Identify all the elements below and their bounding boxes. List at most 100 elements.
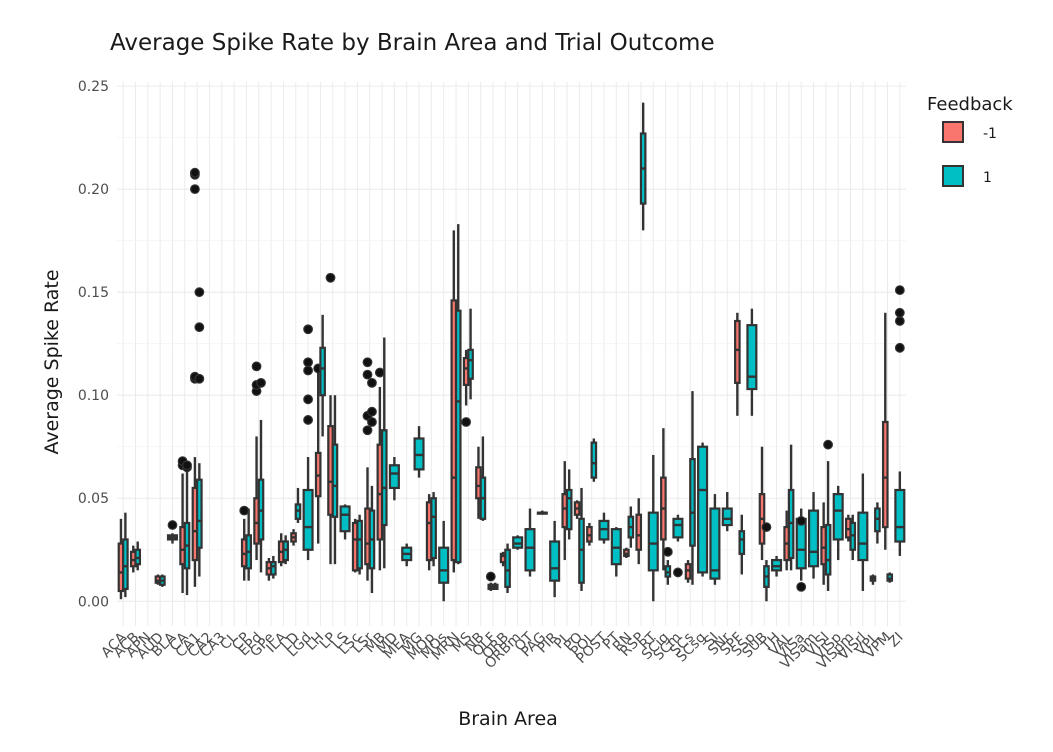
box-body [565, 488, 573, 531]
y-tick-label: 0.15 [78, 285, 109, 301]
box-body [270, 561, 277, 576]
outlier-point [367, 417, 377, 427]
box-body [832, 493, 844, 541]
box-RSP-feedback1 [639, 102, 647, 231]
outlier-point [190, 167, 200, 178]
box-OLF-feedback1 [491, 582, 499, 591]
box-VPL-feedback1 [874, 502, 881, 544]
box-VAL-feedback1 [787, 444, 795, 571]
box-body [746, 324, 758, 391]
box-MB-feedback1 [380, 337, 388, 569]
box-OT-feedback1 [524, 508, 536, 577]
outlier-point [194, 322, 205, 333]
box-TH-feedback1 [771, 555, 783, 577]
outlier-point [251, 361, 262, 372]
box-MRN-feedback1 [454, 224, 462, 565]
box-PO-feedback-1 [573, 500, 581, 519]
outlier-point [894, 316, 905, 326]
box-VISam-feedback1 [808, 492, 820, 579]
box-RSP-feedback-1 [635, 498, 643, 565]
box-body [302, 488, 314, 551]
box-LP-feedback1 [331, 395, 339, 565]
box-ILA-feedback1 [282, 535, 289, 565]
box-body [824, 523, 832, 576]
outlier-point [303, 415, 313, 425]
box-body [549, 540, 561, 582]
box-ORB-feedback1 [504, 543, 511, 594]
outlier-point [194, 287, 205, 298]
box-body [808, 509, 820, 568]
box-body [672, 517, 684, 539]
box-CP-feedback-1 [239, 505, 250, 581]
box-body [857, 511, 869, 562]
y-tick-label: 0.20 [78, 182, 109, 198]
box-MS-feedback1 [467, 308, 474, 400]
box-SI-feedback1 [709, 494, 721, 585]
box-MOp-feedback1 [430, 492, 437, 567]
box-body [524, 528, 536, 572]
box-LSr-feedback1 [367, 377, 377, 594]
outlier-point [796, 581, 807, 592]
box-NB-feedback1 [479, 436, 487, 521]
legend: Feedback -1 1 [927, 94, 1013, 187]
y-tick-label: 0.10 [78, 388, 109, 404]
outlier-point [194, 373, 205, 384]
y-tick-label: 0.00 [78, 594, 109, 610]
box-RN-feedback1 [627, 506, 635, 548]
outlier-point [239, 505, 250, 516]
box-LS-feedback1 [339, 504, 351, 540]
box-body [738, 530, 746, 555]
box-SCig-feedback-1 [660, 428, 667, 571]
box-SSp-feedback1 [746, 308, 758, 416]
box-body [467, 348, 474, 380]
box-LP-feedback-1 [325, 272, 336, 565]
box-MOs-feedback1 [438, 520, 450, 602]
box-SCm-feedback1 [672, 514, 684, 578]
outlier-point [362, 369, 373, 380]
box-body [388, 464, 400, 490]
outlier-point [303, 394, 313, 405]
box-body [356, 519, 363, 570]
outlier-point [894, 307, 905, 318]
box-SCig-feedback1 [662, 546, 673, 585]
box-MD-feedback1 [388, 457, 400, 501]
outlier-point [823, 439, 833, 450]
chart-title: Average Spike Rate by Brain Area and Tri… [110, 30, 715, 56]
box-VISp-feedback1 [832, 485, 844, 561]
outlier-point [485, 571, 496, 582]
box-LD-feedback1 [294, 487, 302, 523]
box-VPM-feedback1 [886, 572, 894, 583]
box-ZI-feedback1 [894, 285, 906, 556]
x-axis-title: Brain Area [458, 708, 558, 730]
box-body [697, 445, 709, 574]
outlier-point [761, 522, 772, 532]
outlier-point [894, 342, 905, 353]
outlier-point [190, 184, 200, 195]
outlier-point [256, 377, 266, 388]
box-VISa-feedback1 [795, 508, 807, 592]
box-MEA-feedback1 [401, 543, 413, 567]
box-VPL-feedback-1 [869, 574, 877, 585]
outlier-point [662, 546, 673, 557]
box-body [734, 319, 741, 384]
box-PL-feedback1 [565, 469, 573, 540]
box-POL-feedback1 [590, 438, 598, 482]
boxes-layer [117, 102, 906, 602]
outlier-point [461, 417, 472, 427]
box-VISl-feedback1 [823, 439, 833, 591]
box-LGd-feedback1 [302, 324, 314, 561]
box-CP-feedback1 [245, 508, 252, 581]
box-body [122, 538, 129, 591]
box-PIR-feedback1 [549, 520, 561, 598]
box-body [709, 507, 721, 580]
outlier-point [367, 406, 377, 417]
box-CA-feedback1 [182, 460, 192, 596]
legend-title: Feedback [927, 94, 1013, 115]
box-VPM-feedback-1 [881, 312, 889, 550]
box-body [635, 513, 643, 551]
y-axis-title: Average Spike Rate [41, 269, 63, 454]
box-body [590, 441, 598, 479]
outlier-point [367, 377, 377, 388]
y-tick-label: 0.05 [78, 491, 109, 507]
box-PAG-feedback1 [536, 510, 548, 515]
